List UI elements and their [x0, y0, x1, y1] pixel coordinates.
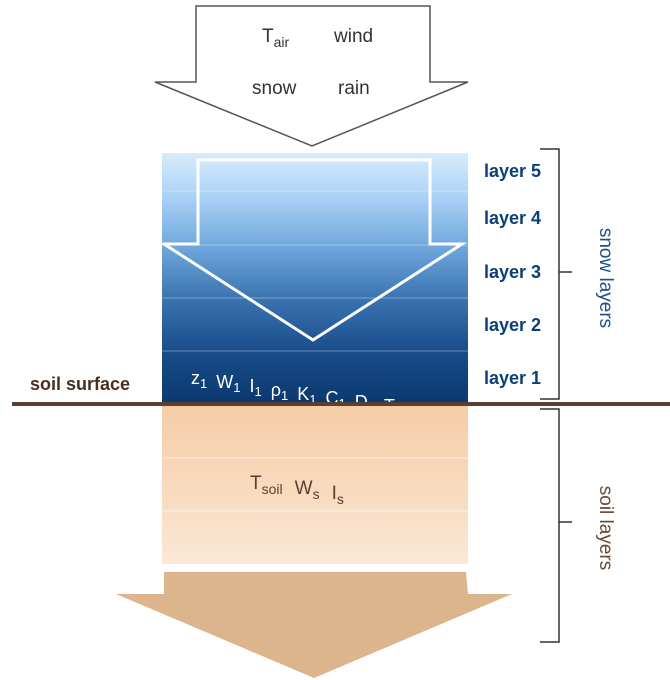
- layer-1-label: layer 1: [484, 368, 541, 388]
- layer1-var-2-symbol: I: [249, 376, 254, 396]
- layer-4-label: layer 4: [484, 208, 541, 228]
- soil-layers-label: soil layers: [595, 486, 616, 570]
- layer-5-label: layer 5: [484, 161, 541, 181]
- wind-label: wind: [333, 26, 373, 47]
- layer-2-label: layer 2: [484, 315, 541, 335]
- soil-var-0-subscript: soil: [262, 481, 283, 497]
- layer1-var-1-symbol: W: [216, 372, 233, 392]
- snow-flux-arrow: [158, 158, 468, 342]
- snow-layer-labels: layer 5 layer 4 layer 3 layer 2 layer 1: [484, 161, 541, 388]
- snow-layers-bracket: [540, 148, 572, 400]
- forcing-arrow-shape: [154, 5, 469, 147]
- soil-var-1-symbol: W: [295, 478, 313, 499]
- layer1-var-3-subscript: 1: [281, 388, 288, 403]
- soil-var-1-subscript: s: [313, 486, 320, 502]
- soil-layers-bracket: [540, 408, 572, 643]
- snow-layer-separators: [162, 190, 468, 352]
- soil-flux-arrow: [116, 572, 512, 678]
- soil-var-2-subscript: s: [337, 491, 344, 507]
- layer1-var-2-subscript: 1: [254, 384, 261, 399]
- layer1-var-4-symbol: K: [297, 384, 309, 404]
- layer-3-label: layer 3: [484, 262, 541, 282]
- snowpack-block: [162, 153, 468, 402]
- soil-variables: Tsoil Ws Is: [250, 473, 344, 507]
- soil-surface-label: soil surface: [30, 374, 130, 394]
- layer1-var-1-subscript: 1: [233, 380, 240, 395]
- snow-layers-label: snow layers: [595, 228, 616, 328]
- soil-column: [162, 406, 468, 564]
- layer1-var-3-symbol: ρ: [271, 380, 281, 400]
- rain-label: rain: [338, 78, 370, 99]
- snow-label: snow: [252, 78, 297, 99]
- layer1-var-4-subscript: 1: [309, 392, 316, 407]
- t-air-label: Tair: [262, 26, 290, 50]
- soil-layer-separators: [162, 457, 468, 512]
- layer1-var-0-subscript: 1: [200, 376, 207, 391]
- soil-var-2-symbol: I: [332, 483, 337, 504]
- layer1-var-0-symbol: z: [191, 368, 200, 388]
- soil-var-0-symbol: T: [250, 473, 262, 494]
